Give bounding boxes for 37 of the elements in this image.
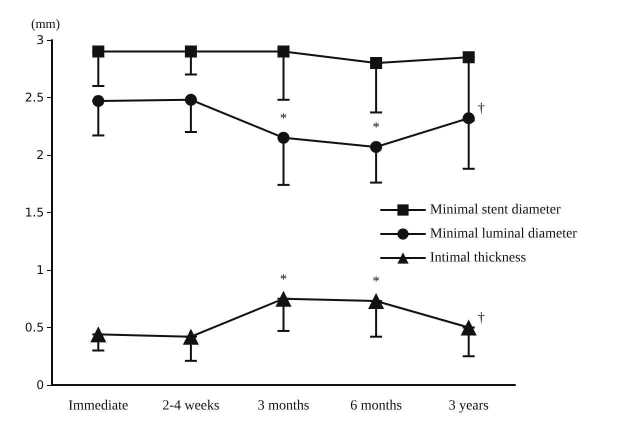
x-tick-label: 3 months bbox=[258, 398, 310, 414]
annotation: † bbox=[478, 102, 485, 117]
point bbox=[368, 293, 384, 310]
point bbox=[276, 290, 292, 307]
legend-label: Minimal luminal diameter bbox=[430, 226, 578, 242]
y-axis-title: (mm) bbox=[31, 16, 60, 31]
legend-label: Intimal thickness bbox=[430, 250, 526, 266]
point bbox=[462, 51, 475, 64]
y-tick-label: 0 bbox=[36, 378, 44, 392]
x-tick-label: 2-4 weeks bbox=[162, 398, 220, 414]
y-tick-label: 2.5 bbox=[24, 90, 44, 104]
point bbox=[370, 140, 382, 153]
x-tick-label: 3 years bbox=[448, 398, 489, 414]
annotation: * bbox=[280, 111, 287, 126]
point bbox=[462, 112, 475, 124]
y-tick-label: 1 bbox=[36, 263, 44, 277]
y-tick-label: 2 bbox=[36, 148, 44, 162]
annotation: * bbox=[372, 274, 380, 290]
point bbox=[182, 328, 199, 345]
y-tick-label: 1.5 bbox=[24, 206, 44, 220]
point bbox=[278, 132, 290, 144]
point bbox=[184, 46, 197, 58]
x-tick-label: Immediate bbox=[68, 398, 128, 414]
annotation: * bbox=[280, 272, 287, 288]
y-tick-label: 0.5 bbox=[24, 320, 44, 334]
point bbox=[460, 320, 477, 336]
point bbox=[278, 46, 290, 58]
annotation: * bbox=[372, 120, 380, 136]
y-tick-label: 3 bbox=[36, 33, 44, 47]
point bbox=[92, 94, 104, 107]
legend-label: Minimal stent diameter bbox=[430, 202, 561, 218]
annotation: † bbox=[478, 311, 485, 326]
point bbox=[184, 94, 197, 106]
point bbox=[370, 57, 382, 69]
point bbox=[92, 46, 104, 58]
point bbox=[90, 326, 106, 342]
x-tick-label: 6 months bbox=[350, 398, 402, 414]
